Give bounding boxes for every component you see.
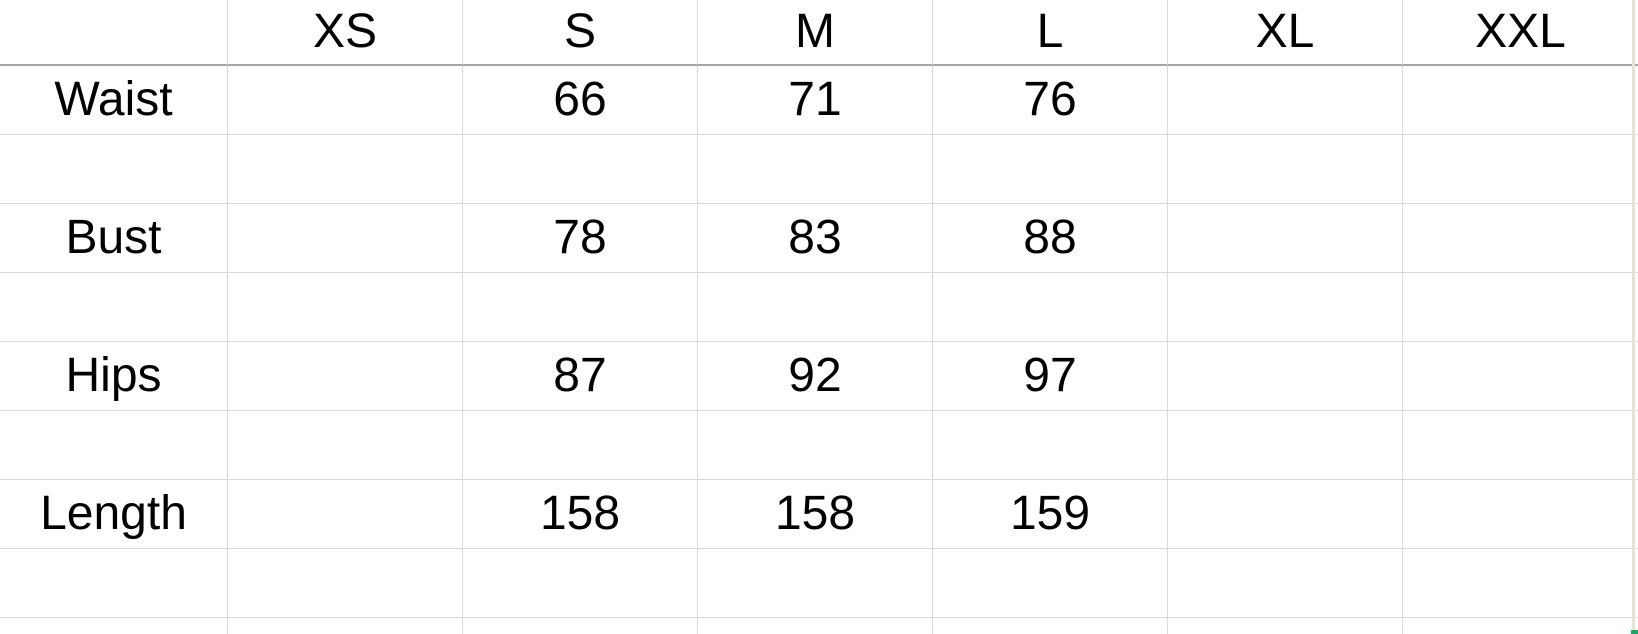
cell-bust-xl[interactable] xyxy=(1168,204,1403,273)
empty-cell[interactable] xyxy=(1403,273,1638,342)
cell-length-xxl[interactable] xyxy=(1403,480,1638,549)
empty-cell[interactable] xyxy=(1168,135,1403,204)
empty-row-label[interactable] xyxy=(0,618,228,634)
column-header-xs[interactable]: XS xyxy=(228,0,463,66)
empty-cell[interactable] xyxy=(933,411,1168,480)
empty-cell[interactable] xyxy=(1168,618,1403,634)
empty-cell[interactable] xyxy=(1168,273,1403,342)
cell-length-l[interactable]: 159 xyxy=(933,480,1168,549)
cell-waist-s[interactable]: 66 xyxy=(463,66,698,135)
empty-cell[interactable] xyxy=(463,135,698,204)
cell-bust-l[interactable]: 88 xyxy=(933,204,1168,273)
empty-cell[interactable] xyxy=(228,135,463,204)
empty-cell[interactable] xyxy=(933,549,1168,618)
empty-cell[interactable] xyxy=(228,549,463,618)
empty-cell[interactable] xyxy=(463,411,698,480)
empty-cell[interactable] xyxy=(463,618,698,634)
empty-cell[interactable] xyxy=(228,618,463,634)
cell-bust-s[interactable]: 78 xyxy=(463,204,698,273)
empty-cell[interactable] xyxy=(698,618,933,634)
fill-handle[interactable] xyxy=(1631,630,1638,634)
empty-cell[interactable] xyxy=(463,273,698,342)
empty-cell[interactable] xyxy=(698,549,933,618)
empty-cell[interactable] xyxy=(1168,549,1403,618)
empty-cell[interactable] xyxy=(698,135,933,204)
cell-hips-xl[interactable] xyxy=(1168,342,1403,411)
column-header-m[interactable]: M xyxy=(698,0,933,66)
empty-cell[interactable] xyxy=(1403,549,1638,618)
cell-length-s[interactable]: 158 xyxy=(463,480,698,549)
cell-hips-l[interactable]: 97 xyxy=(933,342,1168,411)
column-header-l[interactable]: L xyxy=(933,0,1168,66)
right-edge-gridline xyxy=(1632,0,1635,634)
cell-waist-xxl[interactable] xyxy=(1403,66,1638,135)
empty-cell[interactable] xyxy=(1403,135,1638,204)
empty-row-label[interactable] xyxy=(0,549,228,618)
empty-cell[interactable] xyxy=(698,273,933,342)
column-header-xxl[interactable]: XXL xyxy=(1403,0,1638,66)
cell-length-xs[interactable] xyxy=(228,480,463,549)
empty-cell[interactable] xyxy=(933,135,1168,204)
empty-row-label[interactable] xyxy=(0,135,228,204)
cell-length-m[interactable]: 158 xyxy=(698,480,933,549)
empty-cell[interactable] xyxy=(933,618,1168,634)
empty-cell[interactable] xyxy=(1403,411,1638,480)
cell-hips-s[interactable]: 87 xyxy=(463,342,698,411)
row-label-waist[interactable]: Waist xyxy=(0,66,228,135)
empty-cell[interactable] xyxy=(698,411,933,480)
cell-waist-xl[interactable] xyxy=(1168,66,1403,135)
row-label-hips[interactable]: Hips xyxy=(0,342,228,411)
row-label-bust[interactable]: Bust xyxy=(0,204,228,273)
cell-bust-xs[interactable] xyxy=(228,204,463,273)
cell-waist-xs[interactable] xyxy=(228,66,463,135)
cell-bust-xxl[interactable] xyxy=(1403,204,1638,273)
empty-row-label[interactable] xyxy=(0,411,228,480)
column-header-xl[interactable]: XL xyxy=(1168,0,1403,66)
empty-row-label[interactable] xyxy=(0,273,228,342)
corner-cell[interactable] xyxy=(0,0,228,66)
empty-cell[interactable] xyxy=(228,273,463,342)
cell-hips-m[interactable]: 92 xyxy=(698,342,933,411)
empty-cell[interactable] xyxy=(1403,618,1638,634)
cell-bust-m[interactable]: 83 xyxy=(698,204,933,273)
column-header-s[interactable]: S xyxy=(463,0,698,66)
row-label-length[interactable]: Length xyxy=(0,480,228,549)
empty-cell[interactable] xyxy=(228,411,463,480)
cell-length-xl[interactable] xyxy=(1168,480,1403,549)
cell-waist-l[interactable]: 76 xyxy=(933,66,1168,135)
cell-waist-m[interactable]: 71 xyxy=(698,66,933,135)
cell-hips-xs[interactable] xyxy=(228,342,463,411)
empty-cell[interactable] xyxy=(1168,411,1403,480)
empty-cell[interactable] xyxy=(933,273,1168,342)
empty-cell[interactable] xyxy=(463,549,698,618)
cell-hips-xxl[interactable] xyxy=(1403,342,1638,411)
